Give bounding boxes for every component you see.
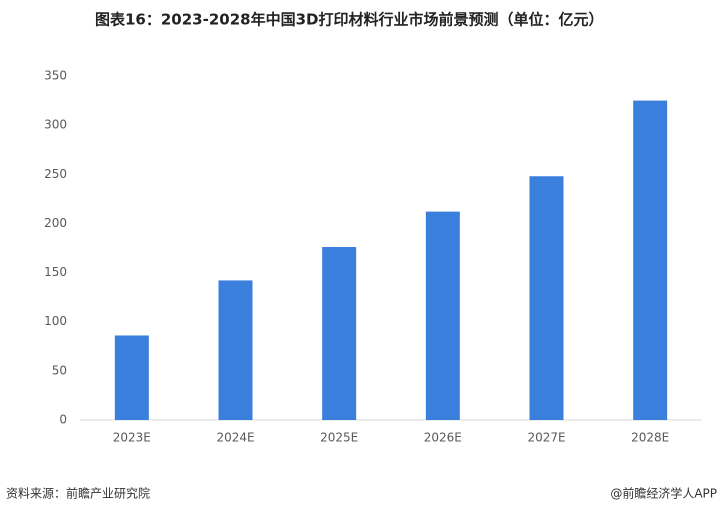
y-tick-label: 50	[52, 363, 67, 377]
y-tick-label: 100	[44, 314, 67, 328]
x-tick-label: 2024E	[216, 431, 254, 445]
source: 资料来源：前瞻产业研究院	[6, 486, 150, 501]
x-tick-label: 2027E	[527, 431, 565, 445]
bar	[114, 335, 149, 420]
x-tick-label: 2023E	[113, 431, 151, 445]
x-tick-label: 2028E	[631, 431, 669, 445]
chart-title: 图表16：2023-2028年中国3D打印材料行业市场前景预测（单位：亿元）	[95, 11, 604, 29]
x-tick-label: 2026E	[424, 431, 462, 445]
credit: @前瞻经济学人APP	[610, 486, 717, 501]
bar	[218, 280, 253, 420]
bar	[633, 100, 668, 421]
bar	[529, 176, 564, 420]
bar	[322, 247, 357, 420]
y-tick-label: 250	[44, 167, 67, 181]
y-tick-label: 0	[59, 413, 67, 427]
y-tick-label: 150	[44, 265, 67, 279]
y-tick-label: 300	[44, 118, 67, 132]
x-tick-label: 2025E	[320, 431, 358, 445]
y-tick-label: 200	[44, 216, 67, 230]
bar	[425, 211, 460, 420]
y-tick-label: 350	[44, 69, 67, 83]
